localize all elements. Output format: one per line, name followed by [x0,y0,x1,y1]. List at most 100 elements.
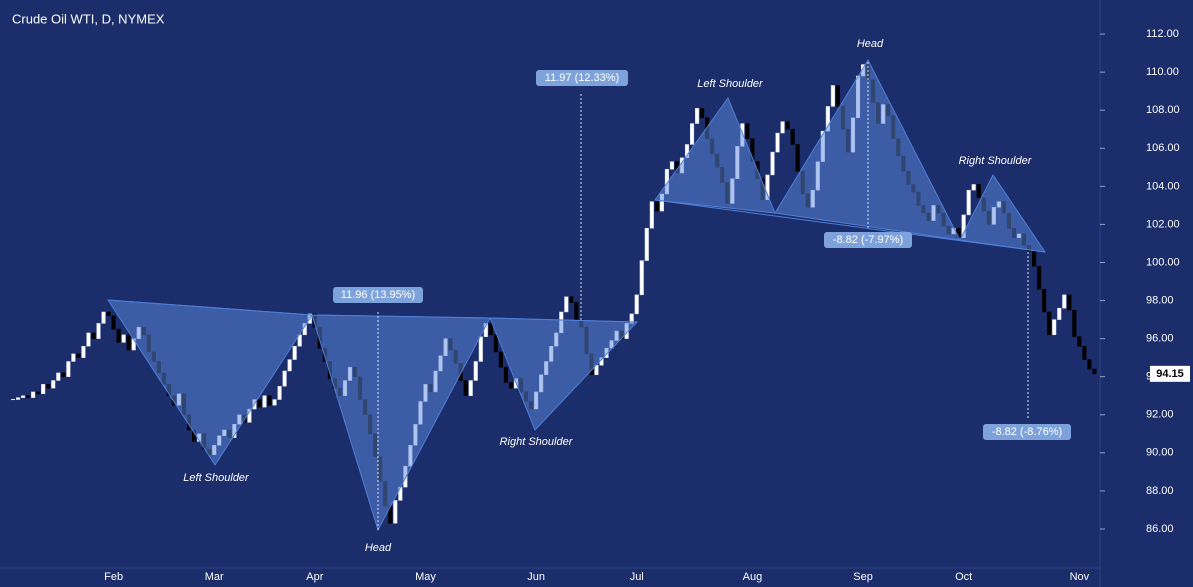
candle [1057,307,1062,320]
y-tick-label: 102.00 [1146,218,1180,230]
candle [111,315,116,330]
candle [830,85,835,107]
measure-label: -8.82 (-7.97%) [833,234,903,246]
candle [690,123,695,145]
candle [508,382,514,389]
annotation: Right Shoulder [959,155,1033,167]
candle [51,380,56,389]
candle [101,311,106,324]
candle [649,201,654,229]
candle [106,311,111,317]
y-tick-label: 86.00 [1146,523,1174,535]
candle [1052,319,1057,336]
candle [574,302,579,320]
annotation: Head [857,38,884,50]
candle [31,391,36,398]
candle [76,353,81,358]
candle [473,361,478,381]
annotation: Right Shoulder [500,436,574,448]
candle [26,395,31,398]
candle [790,128,795,145]
pattern [654,96,776,214]
candle [770,151,775,176]
candle [96,323,101,339]
x-tick-label: Aug [743,571,763,583]
candle [976,184,981,199]
candle [41,384,46,395]
label-box [333,287,423,303]
candle [564,296,569,313]
candle [11,399,15,401]
annotation: Head [365,542,392,554]
candle [61,372,66,377]
y-tick-label: 100.00 [1146,256,1180,268]
candle [282,370,287,387]
x-tick-label: Mar [205,571,224,583]
candle [644,227,649,261]
annotation: Left Shoulder [183,472,250,484]
candle [46,384,51,389]
candle [1067,294,1072,311]
candle [267,395,272,406]
candle [1062,294,1067,309]
candle [292,345,297,360]
candle [15,397,21,400]
candle [86,332,91,347]
measure-label: 11.96 (13.95%) [341,289,415,301]
candle [569,296,574,303]
candle [498,351,503,368]
candle [966,189,971,216]
x-tick-label: Jul [630,571,644,583]
candle [775,132,780,153]
last-price-label: 94.15 [1156,368,1184,380]
candle [669,161,674,170]
candle [262,395,267,408]
candle [277,385,282,400]
candle [287,359,292,372]
x-tick-label: Nov [1070,571,1090,583]
y-tick-label: 106.00 [1146,142,1180,154]
chart-title: Crude Oil WTI, D, NYMEX [12,11,165,26]
candle [700,108,705,119]
candle [272,399,277,406]
candle [1077,336,1082,347]
x-tick-label: Oct [955,571,972,583]
candle [121,334,126,343]
candle [1042,288,1047,313]
candle [116,328,121,343]
x-tick-label: May [415,571,436,583]
patterns [107,58,1047,532]
candle [56,372,61,381]
x-tick-label: Sep [853,571,873,583]
measure-label: -8.82 (-8.76%) [992,426,1062,438]
x-tick-label: Feb [104,571,123,583]
candle [257,399,262,408]
x-tick-label: Jun [527,571,545,583]
candle [971,184,976,191]
candle [468,380,473,396]
candle [1072,309,1077,337]
y-tick-label: 108.00 [1146,104,1180,116]
candle [795,144,800,172]
candle [66,361,71,377]
candle [1087,359,1092,370]
y-tick-label: 112.00 [1146,28,1179,40]
label-box [983,424,1071,440]
measure-label: 11.97 (12.33%) [545,72,619,84]
candle [503,366,508,383]
candle [1092,368,1097,375]
candle [1047,311,1052,336]
candle [785,121,790,130]
annotation: Left Shoulder [697,78,764,90]
candle [393,500,398,524]
candle [634,294,639,315]
neckline [654,199,1046,253]
candle [478,336,483,362]
y-tick-label: 92.00 [1146,409,1174,421]
candle [91,332,96,339]
neckline [107,299,638,323]
y-tick-label: 110.00 [1146,66,1179,78]
candle [745,123,750,140]
